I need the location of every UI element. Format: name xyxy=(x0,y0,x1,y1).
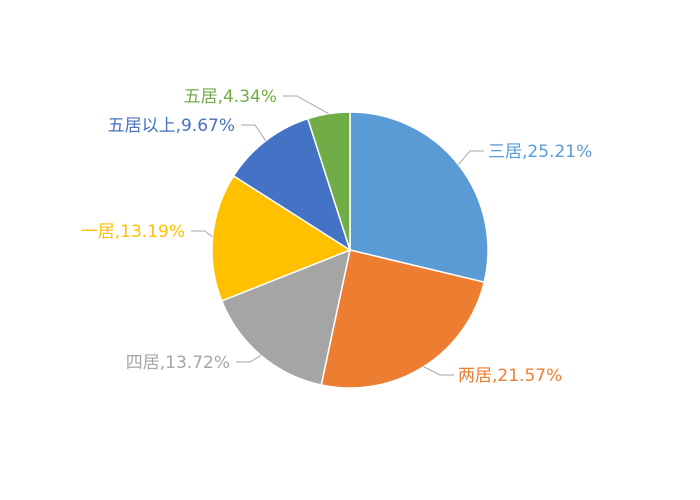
leader-line-4 xyxy=(191,230,213,238)
pie-slices xyxy=(211,111,489,389)
pie-slice-6 xyxy=(306,111,351,251)
leader-line-5 xyxy=(241,124,267,142)
leader-line-1 xyxy=(458,150,484,165)
data-label-4: 一居,13.19% xyxy=(81,222,185,242)
data-label-3: 四居,13.72% xyxy=(126,353,230,373)
leader-line-3 xyxy=(236,354,262,363)
leader-lines xyxy=(191,95,484,376)
leader-line-6 xyxy=(283,95,329,115)
data-label-6: 五居,4.34% xyxy=(184,87,277,107)
data-labels: 三居,25.21% 两居,21.57% 四居,13.72% 一居,13.19% 五居以上… xyxy=(81,87,592,386)
leader-line-2 xyxy=(423,366,454,376)
data-label-5: 五居以上,9.67% xyxy=(108,116,235,136)
data-label-1: 三居,25.21% xyxy=(488,142,592,162)
data-label-2: 两居,21.57% xyxy=(458,366,562,386)
